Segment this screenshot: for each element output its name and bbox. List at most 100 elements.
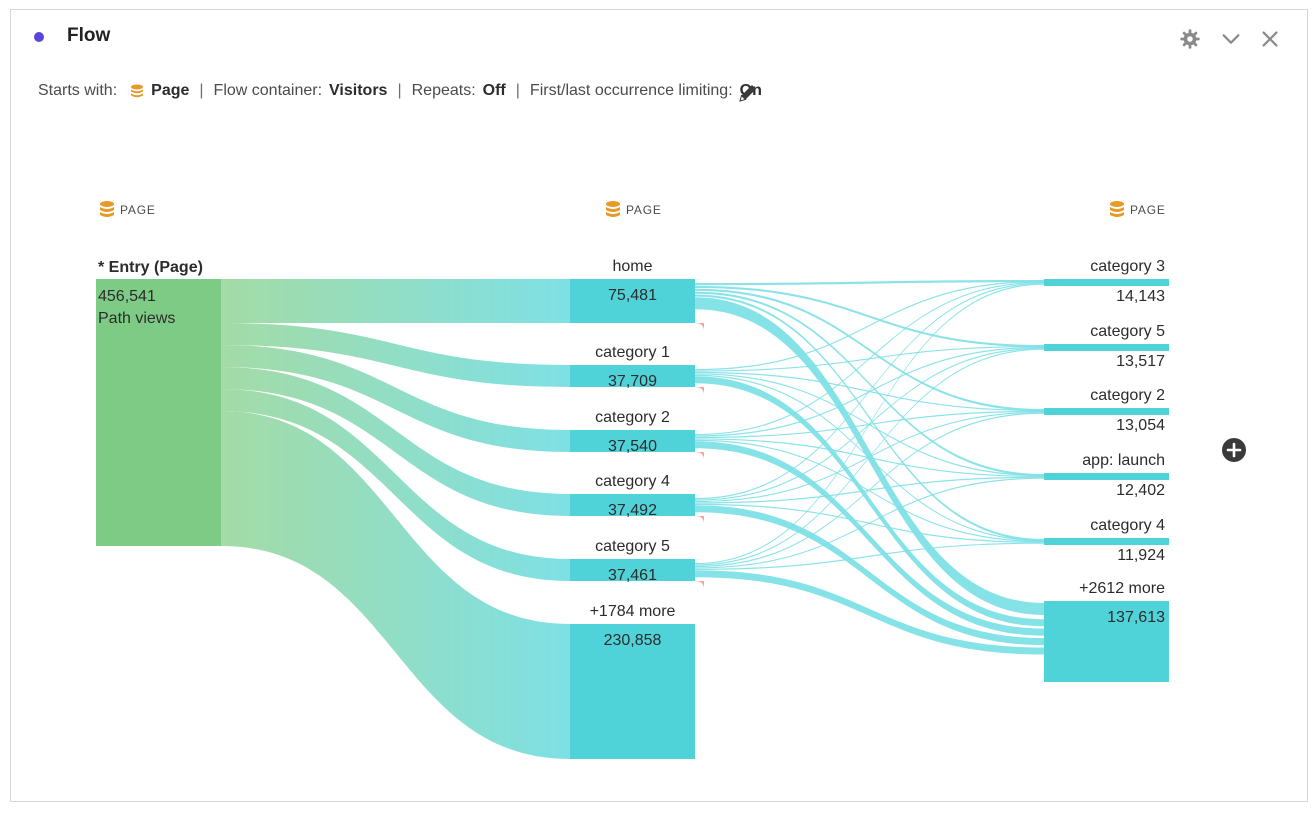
flow-link[interactable]	[695, 297, 1044, 615]
flow-node-label: app: launch	[1082, 452, 1165, 469]
flow-link[interactable]	[695, 505, 1044, 646]
flow-node-label: +1784 more	[590, 603, 676, 620]
flow-link[interactable]	[695, 439, 1044, 542]
flow-node-label: category 5	[595, 538, 670, 555]
column-header: PAGE	[626, 203, 662, 217]
entry-node-value: 456,541	[98, 288, 156, 305]
exit-marker[interactable]	[695, 387, 704, 395]
repeats-value: Off	[482, 82, 506, 99]
flow-node-1784-more[interactable]	[570, 624, 695, 759]
flow-container-value: Visitors	[329, 82, 388, 99]
flow-node-value: 37,492	[608, 502, 657, 519]
flow-link[interactable]	[695, 294, 1044, 542]
separator: |	[199, 82, 204, 99]
flow-node-value: 230,858	[604, 632, 662, 649]
flow-link[interactable]	[695, 441, 1044, 636]
pencil-icon[interactable]	[736, 81, 760, 105]
occurrence-limiting-label: First/last occurrence limiting:	[529, 82, 733, 99]
flow-node-category-5[interactable]	[1044, 344, 1169, 351]
flow-node-app-launch[interactable]	[1044, 473, 1169, 480]
separator: |	[397, 82, 402, 99]
flow-link[interactable]	[695, 288, 1044, 412]
chevron-down-icon[interactable]	[1220, 28, 1242, 50]
flow-node-label: home	[612, 258, 652, 275]
flow-node-value: 37,540	[608, 438, 657, 455]
flow-node-home[interactable]	[570, 279, 695, 323]
flow-node-value: 13,517	[1116, 353, 1165, 370]
flow-node-category-4[interactable]	[570, 494, 695, 516]
flow-node-label: category 1	[595, 344, 670, 361]
dimension-icon	[100, 201, 114, 217]
flow-node-value: 137,613	[1107, 609, 1165, 626]
exit-marker[interactable]	[695, 452, 704, 460]
flow-link[interactable]	[695, 283, 1044, 565]
panel-title: Flow	[67, 25, 111, 46]
flow-node-label: category 3	[1090, 258, 1165, 275]
flow-link[interactable]	[221, 323, 570, 387]
column-header: PAGE	[120, 203, 156, 217]
flow-node-category-2[interactable]	[570, 430, 695, 452]
flow-node-label: category 4	[595, 473, 670, 490]
flow-link[interactable]	[221, 279, 570, 323]
flow-node-label: category 4	[1090, 517, 1165, 534]
dimension-icon	[1110, 201, 1124, 217]
flow-link[interactable]	[221, 411, 570, 759]
entry-node-label: * Entry (Page)	[98, 259, 203, 276]
flow-node-category-2[interactable]	[1044, 408, 1169, 415]
starts-with-value[interactable]: Page	[151, 82, 190, 99]
exit-marker[interactable]	[695, 581, 704, 589]
dimension-icon	[131, 84, 144, 98]
exit-marker[interactable]	[695, 323, 704, 331]
flow-link[interactable]	[695, 412, 1044, 568]
flow-node-value: 37,709	[608, 373, 657, 390]
flow-node-2612-more[interactable]	[1044, 601, 1169, 682]
flow-link[interactable]	[221, 389, 570, 581]
flow-nodes	[96, 279, 1169, 759]
close-icon[interactable]	[1259, 28, 1281, 50]
flow-labels: PAGE PAGE PAGE * Entry (Page) 456,541 Path vi…	[98, 201, 1166, 649]
entry-links	[221, 279, 570, 759]
gear-icon[interactable]	[1179, 28, 1201, 50]
flow-container-label: Flow container:	[213, 82, 323, 99]
flow-link[interactable]	[695, 376, 1044, 627]
flow-link[interactable]	[695, 346, 1044, 437]
flow-node-value: 12,402	[1116, 482, 1165, 499]
panel-color-dot	[34, 32, 44, 42]
flow-link[interactable]	[221, 367, 570, 516]
entry-node-sublabel: Path views	[98, 310, 175, 327]
flow-node-category-1[interactable]	[570, 365, 695, 387]
flow-link[interactable]	[695, 285, 1044, 348]
page-to-page-links	[695, 280, 1044, 655]
flow-node-value: 11,924	[1117, 547, 1165, 564]
starts-with-label: Starts with:	[38, 82, 118, 99]
repeats-label: Repeats:	[411, 82, 476, 99]
flow-link[interactable]	[695, 348, 1044, 566]
flow-node-value: 37,461	[608, 567, 657, 584]
dimension-icon	[606, 201, 620, 217]
flow-link[interactable]	[695, 291, 1044, 477]
flow-node-value: 75,481	[608, 287, 657, 304]
entry-node[interactable]	[96, 279, 221, 546]
column-header: PAGE	[1130, 203, 1166, 217]
plus-circle-icon[interactable]	[1221, 437, 1247, 463]
flow-node-category-4[interactable]	[1044, 538, 1169, 545]
flow-link[interactable]	[221, 345, 570, 452]
flow-link[interactable]	[695, 280, 1044, 286]
flow-node-category-3[interactable]	[1044, 279, 1169, 286]
flow-node-label: category 2	[1090, 387, 1165, 404]
flow-link[interactable]	[695, 281, 1044, 436]
separator: |	[515, 82, 520, 99]
flow-link[interactable]	[695, 570, 1044, 655]
flow-link[interactable]	[695, 282, 1044, 500]
flow-node-label: +2612 more	[1079, 580, 1165, 597]
flow-node-category-5[interactable]	[570, 559, 695, 581]
flow-node-label: category 5	[1090, 323, 1165, 340]
flow-node-value: 14,143	[1116, 288, 1165, 305]
exit-marker[interactable]	[695, 516, 704, 524]
flow-link[interactable]	[695, 280, 1044, 371]
flow-node-value: 13,054	[1116, 417, 1165, 434]
flow-link[interactable]	[695, 477, 1044, 569]
flow-link[interactable]	[695, 542, 1044, 570]
flow-node-label: category 2	[595, 409, 670, 426]
